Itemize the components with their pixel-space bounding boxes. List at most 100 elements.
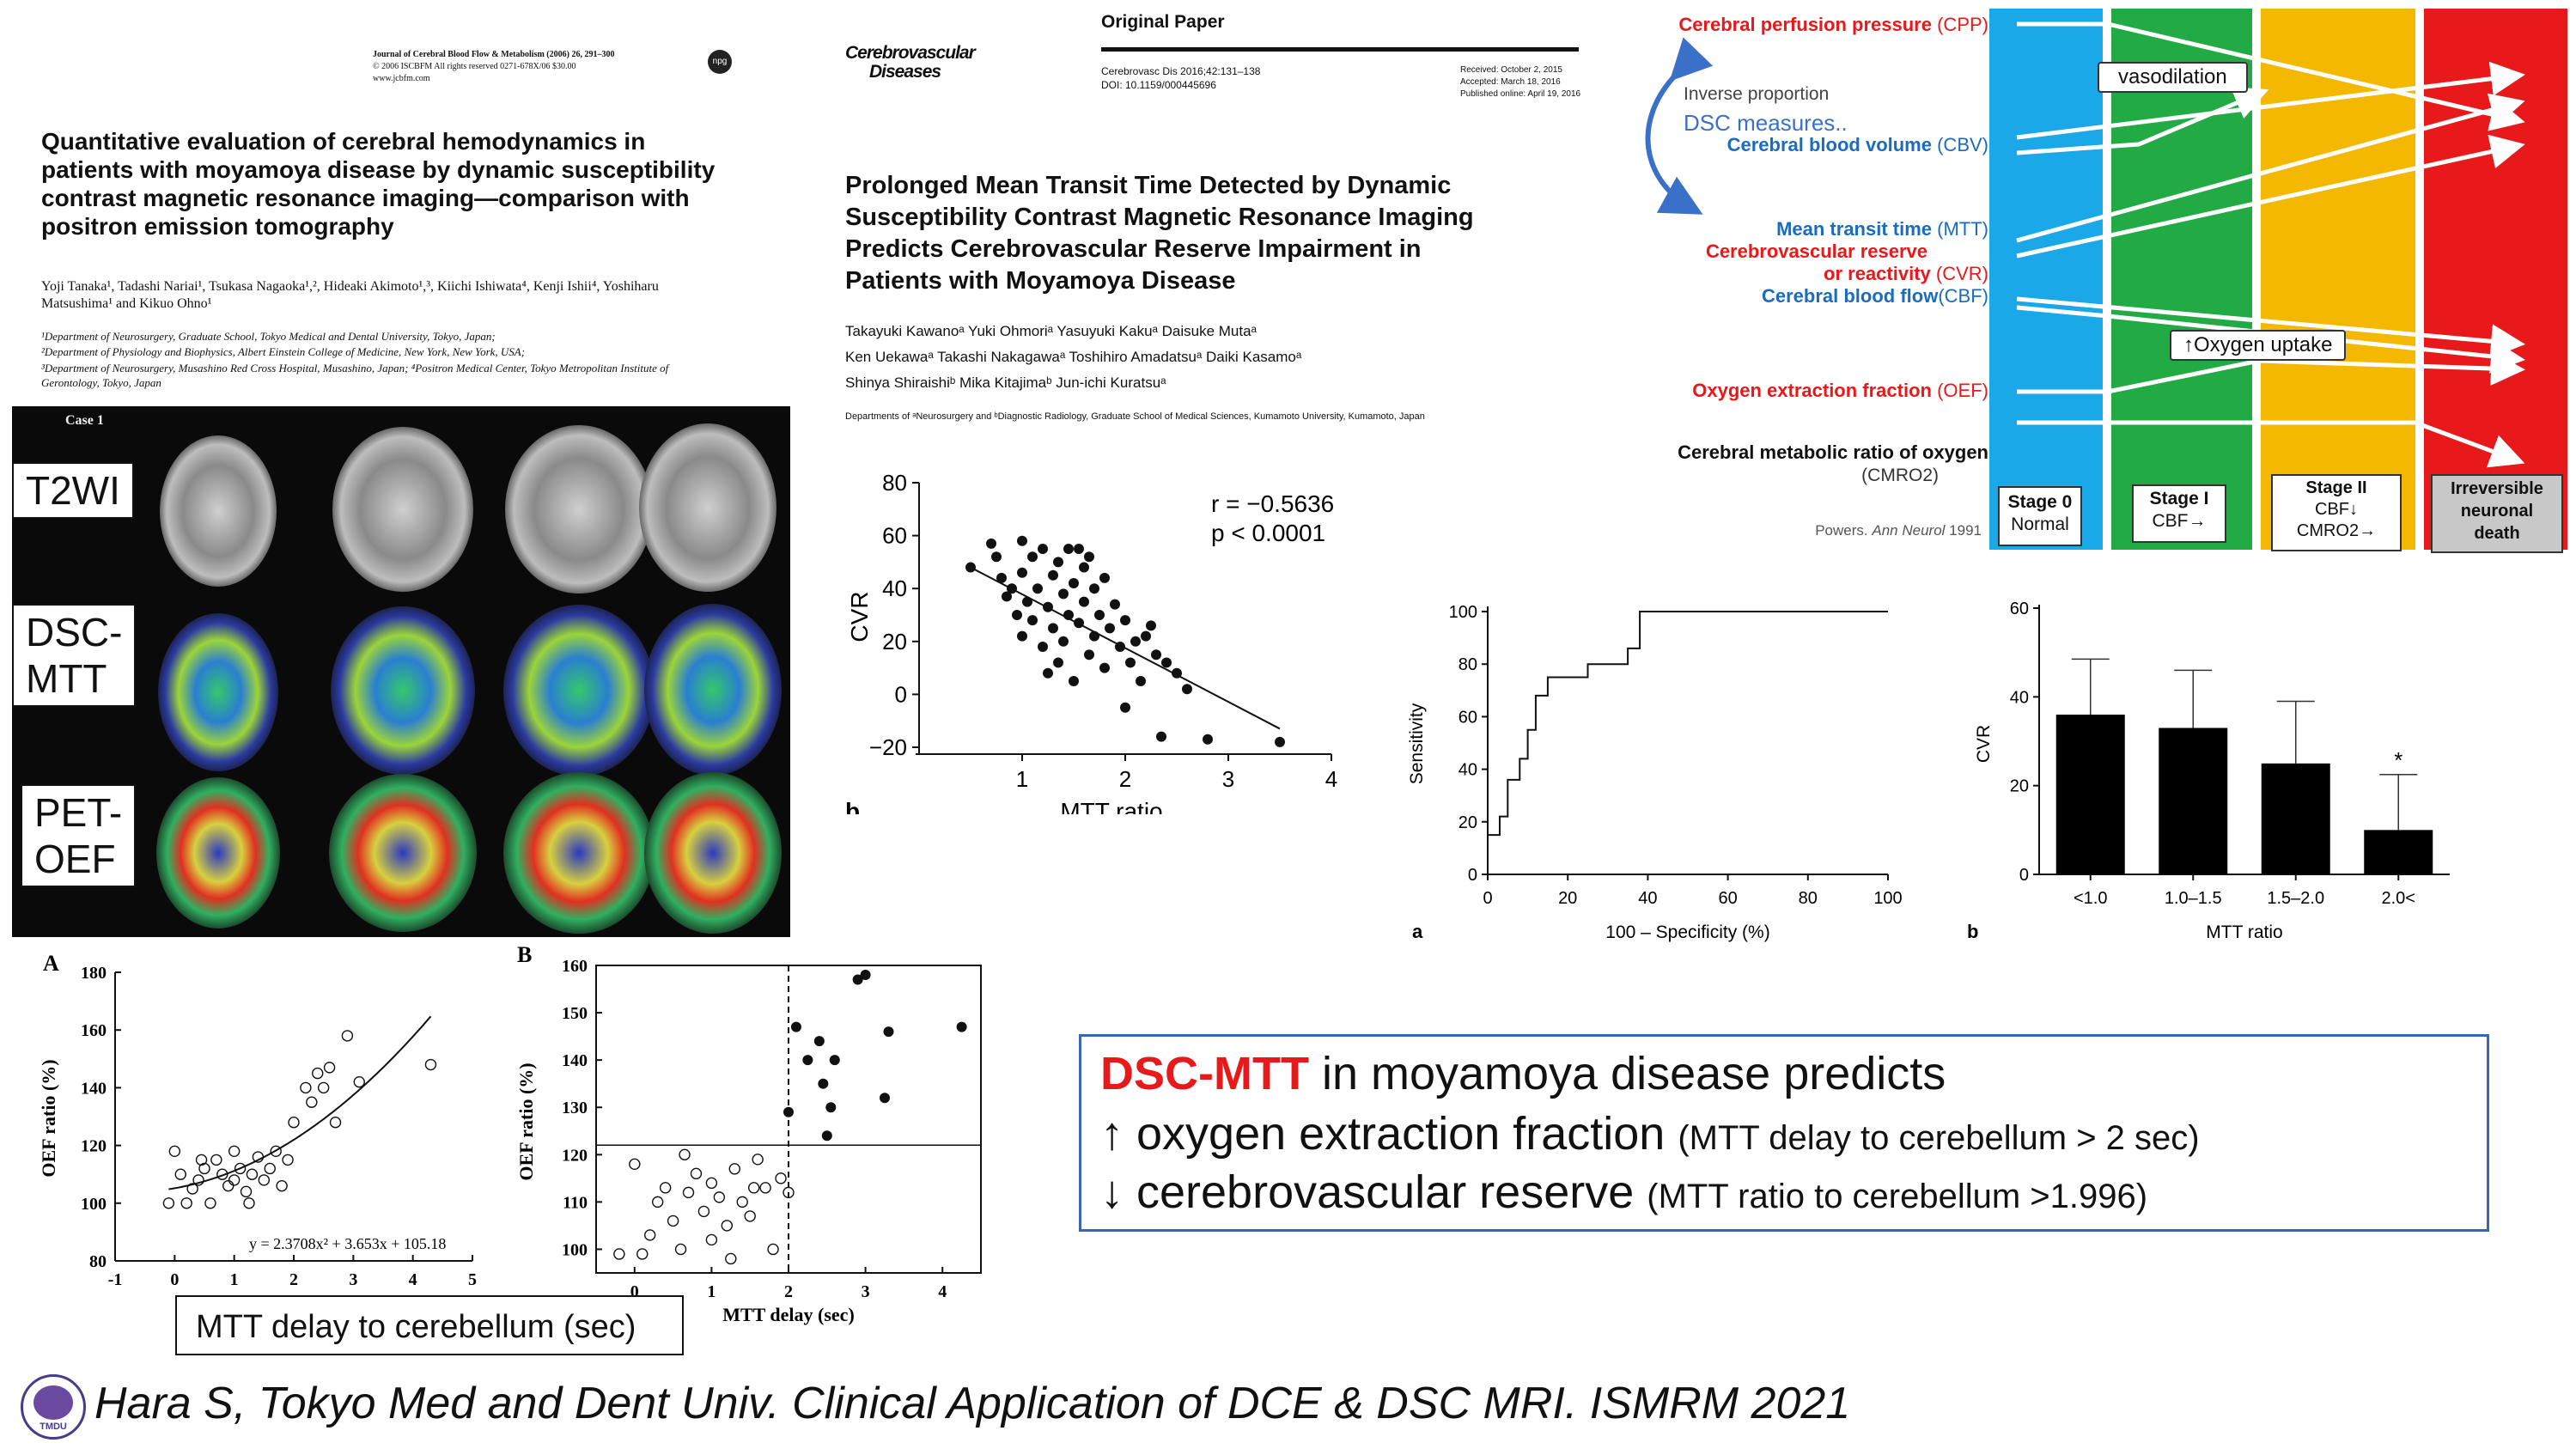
data-point bbox=[1038, 641, 1048, 652]
data-point bbox=[1053, 557, 1063, 568]
x-tick-label: 2 bbox=[289, 1270, 298, 1289]
x-tick-label: 1 bbox=[230, 1270, 239, 1289]
paper2-authors-1: Takayuki Kawanoᵃ Yuki Ohmoriᵃ Yasuyuki K… bbox=[845, 323, 1257, 339]
cbf-text: Cerebral blood flow bbox=[1761, 285, 1939, 307]
data-point bbox=[288, 1117, 300, 1129]
paper2-authors-2: Ken Uekawaᵃ Takashi Nakagawaᵃ Toshihiro … bbox=[845, 349, 1302, 365]
cvr-label-2: or reactivity (CVR) bbox=[1824, 263, 1988, 285]
data-point bbox=[174, 1168, 186, 1180]
cbf-label: Cerebral blood flow(CBF) bbox=[1762, 285, 1988, 307]
mtt-text: Mean transit time bbox=[1776, 218, 1933, 240]
y-tick-label: 140 bbox=[562, 1051, 588, 1070]
hemodynamic-arrows bbox=[1645, 9, 2525, 550]
data-point bbox=[1094, 610, 1105, 620]
data-point-filled bbox=[821, 1130, 832, 1142]
data-point bbox=[1120, 702, 1130, 713]
row-label-pet-oef: PET- OEF bbox=[21, 784, 137, 887]
data-point-filled bbox=[783, 1106, 794, 1117]
data-point-filled bbox=[813, 1036, 825, 1047]
data-point-open bbox=[651, 1196, 664, 1209]
x-axis-label: MTT ratio bbox=[2206, 922, 2282, 942]
data-point bbox=[1099, 662, 1110, 673]
data-point bbox=[246, 1168, 259, 1180]
t2wi-slice-1 bbox=[160, 435, 277, 587]
summary-line2: ↑ oxygen extraction fraction (MTT delay … bbox=[1100, 1107, 2200, 1160]
data-point bbox=[1084, 649, 1094, 661]
x-tick-label: 3 bbox=[862, 1282, 870, 1301]
summary-line2-note: (MTT delay to cerebellum > 2 sec) bbox=[1678, 1119, 2200, 1157]
data-point-open bbox=[629, 1158, 641, 1171]
y-tick-label: 110 bbox=[563, 1193, 588, 1212]
data-point-open bbox=[736, 1196, 748, 1209]
stage0-title: Stage 0 bbox=[2007, 492, 2073, 512]
dsc-mtt-slice-2 bbox=[331, 606, 475, 775]
paper2-authors-3: Shinya Shiraishiᵇ Mika Kitajimaᵇ Jun-ich… bbox=[845, 374, 1166, 391]
cbf-abbr: (CBF) bbox=[1938, 285, 1988, 307]
y-tick-label: 140 bbox=[81, 1079, 107, 1098]
x-tick-label: 20 bbox=[1558, 889, 1577, 908]
paper2-citation: Cerebrovasc Dis 2016;42:131–138 bbox=[1101, 65, 1261, 77]
data-point bbox=[1136, 676, 1146, 686]
x-tick-label: 2 bbox=[1119, 766, 1131, 792]
regression-line bbox=[970, 566, 1281, 730]
cvr-mtt-scatter-panel: 80 60 40 20 0 −20 1 2 3 4 MTT ratio CVR b r = −0.5636… bbox=[835, 455, 1378, 825]
tmdu-logo-text: TMDU bbox=[40, 1422, 67, 1432]
stage0-box: Stage 0 Normal bbox=[1998, 486, 2082, 546]
paper2-rule bbox=[1101, 47, 1579, 52]
roc-bar-panel: 100 80 60 40 20 0 0 20 40 60 80 100 100 – Specificit… bbox=[1378, 589, 2491, 950]
data-point bbox=[1099, 572, 1110, 583]
stage1-title: Stage I bbox=[2149, 489, 2209, 508]
data-point bbox=[243, 1197, 255, 1209]
data-point bbox=[1048, 623, 1058, 634]
paper1-authors: Yoji Tanaka¹, Tadashi Nariai¹, Tsukasa N… bbox=[41, 279, 659, 311]
cmro2-label: Cerebral metabolic ratio of oxygen bbox=[1678, 441, 1988, 463]
data-point bbox=[1151, 649, 1161, 661]
summary-line2-main: ↑ oxygen extraction fraction bbox=[1100, 1108, 1678, 1160]
data-point bbox=[195, 1154, 208, 1166]
y-tick-label: 0 bbox=[2019, 866, 2029, 885]
citation-journal: Ann Neurol bbox=[1872, 522, 1946, 539]
data-point bbox=[228, 1145, 241, 1158]
data-point-open bbox=[613, 1248, 625, 1260]
x-tick-label: 100 bbox=[1873, 889, 1902, 908]
data-point bbox=[1079, 562, 1089, 573]
powers-citation: Powers. Ann Neurol 1991 bbox=[1815, 522, 1982, 539]
cvr-abbr: (CVR) bbox=[1935, 263, 1988, 284]
data-point-open bbox=[705, 1233, 718, 1246]
data-point bbox=[317, 1081, 330, 1094]
data-point bbox=[353, 1075, 365, 1088]
x-tick-label: 1 bbox=[707, 1282, 716, 1301]
pet-oef-slice-3 bbox=[503, 772, 655, 934]
bar bbox=[2055, 715, 2125, 874]
y-tick-label: 130 bbox=[562, 1099, 588, 1117]
data-point-open bbox=[759, 1182, 771, 1194]
x-tick-label: 4 bbox=[938, 1282, 947, 1301]
x-tick-label: 4 bbox=[1325, 766, 1337, 792]
data-point bbox=[216, 1168, 228, 1180]
x-axis-label: MTT ratio bbox=[1060, 798, 1162, 814]
data-point bbox=[1161, 657, 1172, 668]
y-axis-label: CVR bbox=[846, 591, 873, 642]
t2wi-slice-2 bbox=[332, 427, 473, 592]
data-point bbox=[234, 1162, 247, 1175]
tmdu-logo: TMDU bbox=[21, 1374, 86, 1440]
data-point bbox=[1038, 544, 1048, 554]
data-point bbox=[1069, 676, 1079, 686]
cbv-text: Cerebral blood volume bbox=[1726, 134, 1932, 155]
y-tick-label: 0 bbox=[895, 681, 907, 707]
stage0-column bbox=[1989, 9, 2103, 550]
paper1-header: Journal of Cerebral Blood Flow & Metabol… bbox=[21, 38, 739, 405]
cmro2-abbr: (CMRO2) bbox=[1861, 466, 1939, 485]
pet-oef-slice-4 bbox=[644, 772, 782, 934]
y-tick-label: 60 bbox=[882, 523, 907, 549]
data-point bbox=[252, 1151, 265, 1163]
significance-marker: * bbox=[2394, 747, 2402, 773]
inverse-proportion-text: Inverse proportion bbox=[1684, 84, 1830, 104]
x-tick-label: <1.0 bbox=[2074, 889, 2107, 908]
y-axis-label: OEF ratio (%) bbox=[515, 1062, 537, 1180]
y-tick-label: 120 bbox=[81, 1137, 107, 1156]
cbv-label: Cerebral blood volume (CBV) bbox=[1727, 134, 1988, 156]
data-point-open bbox=[690, 1167, 703, 1180]
paper2-doi: DOI: 10.1159/000445696 bbox=[1101, 79, 1216, 91]
